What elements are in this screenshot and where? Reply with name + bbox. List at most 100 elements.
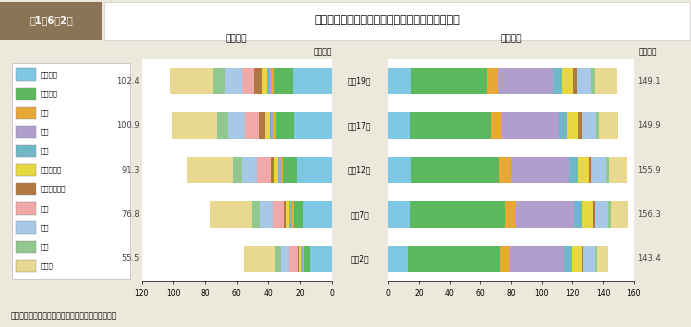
Bar [505,201,515,228]
Bar [267,68,269,95]
Bar [294,112,332,139]
Text: 人文科学: 人文科学 [40,71,57,78]
Bar [276,112,294,139]
Bar [233,157,243,183]
Bar [596,112,600,139]
Bar [583,246,595,272]
Bar [271,68,274,95]
Bar [290,201,292,228]
Bar [290,246,298,272]
Text: 専攻分野別にみた学生数（大学（学部））の推移: 専攻分野別にみた学生数（大学（学部））の推移 [314,15,460,26]
Bar [301,246,302,272]
Bar [16,260,37,272]
Bar [273,201,285,228]
Bar [500,157,511,183]
Text: その他の保健: その他の保健 [40,186,66,193]
Bar [16,221,37,233]
Text: 工学: 工学 [40,129,48,135]
Bar [608,201,612,228]
Bar [597,246,608,272]
Bar [578,157,589,183]
Text: 76.8: 76.8 [122,210,140,219]
Bar [558,112,567,139]
Bar [172,112,218,139]
FancyBboxPatch shape [12,63,130,279]
Bar [243,157,257,183]
Bar [567,112,578,139]
Text: 149.1: 149.1 [636,77,661,86]
Text: 芸術: 芸術 [40,243,48,250]
Text: 平成19年: 平成19年 [348,77,372,86]
Bar [263,68,267,95]
Bar [388,246,408,272]
Bar [303,246,304,272]
Bar [242,68,254,95]
Bar [285,201,286,228]
Bar [569,157,578,183]
Bar [595,201,608,228]
Text: 家政: 家政 [40,205,48,212]
Bar [500,246,510,272]
Bar [595,246,597,272]
Bar [583,201,593,228]
Bar [388,157,410,183]
Text: 〈男性〉: 〈男性〉 [500,34,522,43]
Bar [269,68,271,95]
Bar [271,157,274,183]
Bar [286,201,290,228]
Text: 55.5: 55.5 [122,254,140,264]
Bar [410,112,491,139]
Text: 143.4: 143.4 [636,254,661,264]
Bar [244,246,275,272]
Bar [16,88,37,100]
Bar [16,183,37,196]
Bar [553,68,562,95]
Bar [510,246,564,272]
Bar [281,157,283,183]
Bar [591,157,605,183]
Bar [225,68,242,95]
Bar [564,246,571,272]
Bar [245,112,258,139]
Bar [491,112,502,139]
Bar [275,246,281,272]
Bar [265,112,269,139]
Bar [487,68,498,95]
Bar [279,157,281,183]
Bar [562,68,573,95]
Bar [274,157,278,183]
Bar [577,68,591,95]
Bar [303,201,332,228]
Text: （備考）　文部科学省「学校基本調査」より作成。: （備考） 文部科学省「学校基本調査」より作成。 [10,311,117,320]
Bar [515,201,574,228]
Bar [408,246,500,272]
Text: 102.4: 102.4 [117,77,140,86]
Bar [388,201,410,228]
Bar [410,68,487,95]
Bar [304,246,310,272]
Bar [292,201,294,228]
Text: 医学・歯学: 医学・歯学 [40,167,61,173]
Bar [582,246,583,272]
Bar [605,157,609,183]
Bar [210,201,252,228]
Text: （万人）: （万人） [638,48,657,57]
Bar [302,246,303,272]
Text: 149.9: 149.9 [636,121,661,130]
Bar [254,68,263,95]
Text: 第1－6－2図: 第1－6－2図 [29,15,73,26]
Text: 156.3: 156.3 [636,210,661,219]
Bar [16,68,37,81]
Bar [299,246,301,272]
Bar [272,112,274,139]
Bar [283,157,297,183]
Bar [278,157,279,183]
Bar [294,201,303,228]
Text: 社会科学: 社会科学 [40,90,57,97]
Bar [298,246,299,272]
Bar [229,112,245,139]
Bar [269,112,272,139]
Bar [16,126,37,138]
Bar [595,68,617,95]
Bar [600,112,618,139]
